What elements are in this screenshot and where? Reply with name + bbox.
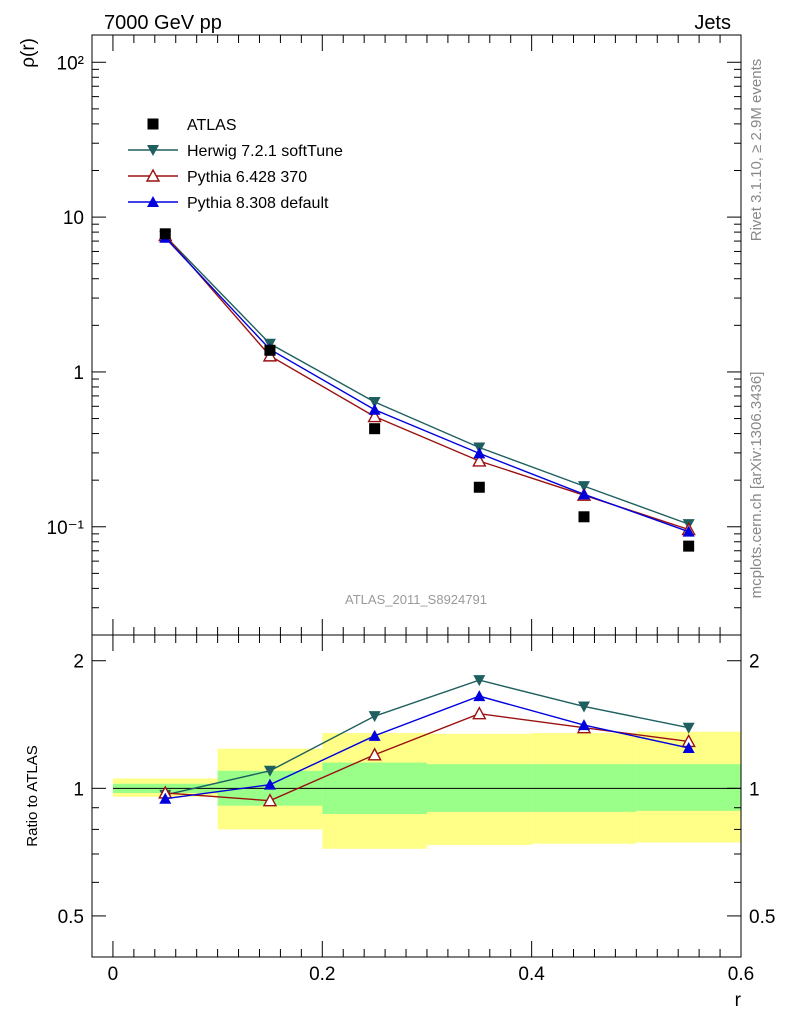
y-tick-label: 0.5 [58, 907, 84, 928]
legend-label: Pythia 6.428 370 [187, 169, 307, 186]
y-tick-label: 1 [73, 363, 84, 384]
data-point [159, 228, 171, 240]
x-tick-label: 0.6 [728, 964, 754, 985]
data-point [368, 729, 381, 741]
side-label-top: Rivet 3.1.10, ≥ 2.9M events [748, 59, 765, 242]
y-tick-label: 10⁻¹ [47, 518, 85, 539]
data-point [473, 690, 486, 702]
data-point [577, 488, 590, 500]
data-point [682, 741, 695, 753]
header-right: Jets [694, 12, 731, 34]
x-axis-label: r [735, 990, 742, 1011]
ratio-panel: 0.5 0.5 1 1 2 2 0 0.2 0.4 0.6 Ratio to ATLAS r [24, 35, 775, 1011]
x-tick-label: 0.4 [518, 964, 545, 985]
main-y-axis-label: ρ(r) [18, 38, 39, 68]
ratio-frame [91, 634, 742, 958]
data-point [367, 409, 382, 423]
data-point [263, 778, 276, 790]
series-line [165, 712, 689, 802]
x-axis: 0 0.2 0.4 0.6 [91, 35, 754, 985]
ratio-y-axis-label: Ratio to ATLAS [24, 745, 41, 846]
series-line [165, 695, 689, 800]
main-y-axis: 10⁻¹ 1 10 10² [47, 53, 741, 636]
data-point [368, 403, 381, 415]
side-label-bottom: mcplots.cern.ch [arXiv:1306.3436] [748, 372, 765, 599]
data-point [367, 747, 382, 761]
legend-marker [147, 118, 159, 130]
data-point [577, 719, 590, 731]
y-tick-label-right: 1 [749, 779, 760, 800]
main-plot-area [158, 228, 696, 552]
legend-entry: Pythia 6.428 370 [128, 168, 307, 186]
legend-label: Pythia 8.308 default [187, 195, 329, 212]
green-band [636, 764, 741, 811]
y-tick-label-right: 2 [749, 652, 760, 673]
data-point [683, 540, 695, 552]
x-tick-label: 0 [108, 964, 119, 985]
x-tick-label: 0.2 [309, 964, 335, 985]
data-point [472, 706, 487, 720]
data-point [473, 675, 486, 687]
data-point [577, 701, 590, 713]
data-point [368, 396, 381, 408]
series-herwig-7-2-1-softtune [159, 230, 695, 531]
series-line [165, 679, 689, 796]
data-point [369, 423, 381, 435]
data-point [682, 525, 695, 537]
ratio-y-axis: 0.5 0.5 1 1 2 2 [58, 652, 775, 958]
data-point [264, 344, 276, 356]
ratio-plot-area [158, 675, 696, 807]
data-point [578, 511, 590, 523]
series-atlas [159, 228, 695, 552]
y-tick-label: 10 [63, 208, 84, 229]
legend-marker [145, 168, 161, 182]
series-line [164, 235, 689, 531]
data-point [473, 481, 485, 493]
data-point [472, 453, 487, 467]
legend-label: ATLAS [187, 117, 237, 134]
series-pythia-8-308-default [159, 231, 695, 537]
series-line [164, 237, 689, 533]
data-point [159, 792, 172, 804]
series-line [164, 235, 689, 525]
y-tick-label: 1 [73, 779, 84, 800]
legend-marker [147, 145, 159, 156]
y-tick-label: 2 [73, 652, 84, 673]
legend-entry: Herwig 7.2.1 softTune [128, 143, 343, 160]
y-tick-label: 10² [57, 53, 84, 74]
legend-entry: Pythia 8.308 default [128, 195, 329, 212]
data-point [682, 722, 695, 734]
data-point [473, 447, 486, 459]
data-point [262, 793, 278, 807]
data-point [263, 765, 276, 777]
series-pythia-6-428-370 [158, 228, 696, 536]
ratio-series-pythia-8-308-default [159, 690, 695, 804]
legend: ATLAS Herwig 7.2.1 softTune Pythia 6.428 3… [128, 117, 343, 212]
legend-entry: ATLAS [147, 117, 237, 134]
ratio-uncertainty-bands [112, 731, 741, 849]
watermark: ATLAS_2011_S8924791 [345, 592, 487, 607]
header-left: 7000 GeV pp [104, 12, 222, 34]
data-point [368, 711, 381, 723]
legend-marker [147, 196, 159, 207]
main-panel: 10⁻¹ 1 10 10² ρ(r) ATLAS Herwig 7.2.1 softTu… [18, 34, 742, 636]
y-tick-label-right: 0.5 [749, 907, 775, 928]
legend-label: Herwig 7.2.1 softTune [187, 143, 343, 160]
data-point [577, 481, 590, 493]
